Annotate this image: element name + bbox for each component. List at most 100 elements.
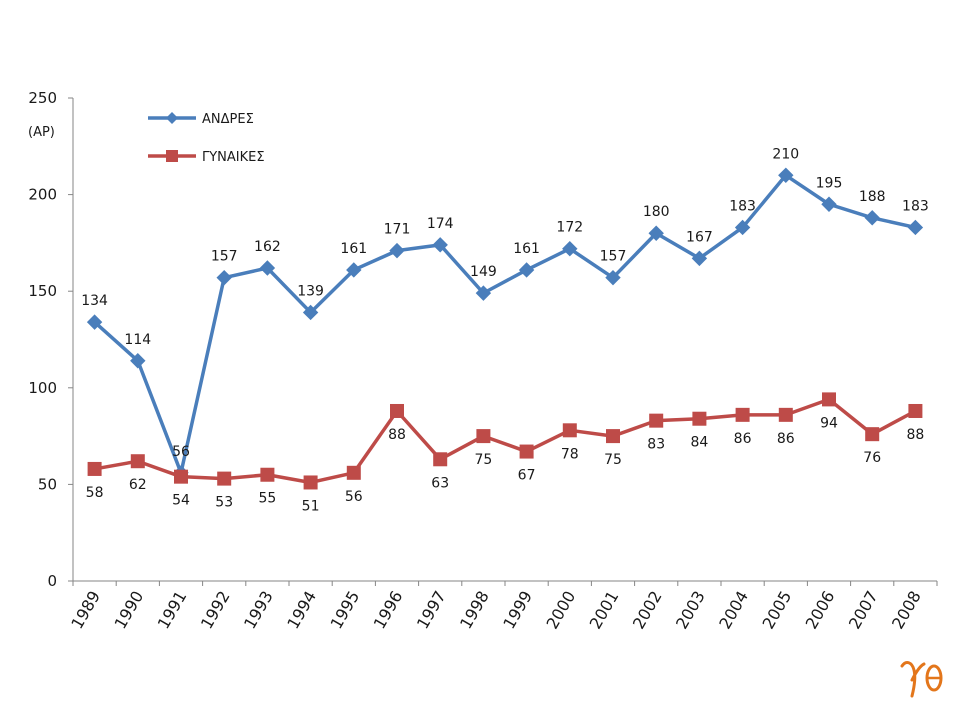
data-label: 84 xyxy=(690,435,708,451)
y-tick-group: 0 50 100 150 200 250 xyxy=(28,89,73,590)
data-point-marker xyxy=(822,392,836,407)
legend-marker xyxy=(166,112,178,124)
x-tick-label: 1999 xyxy=(499,588,536,633)
data-label: 53 xyxy=(215,495,233,511)
data-label: 86 xyxy=(777,431,795,447)
data-point-marker xyxy=(259,260,276,276)
y-tick-label: 150 xyxy=(28,282,57,300)
gamma-theta-logo-icon xyxy=(898,652,946,700)
data-point-marker xyxy=(433,452,448,467)
data-point-marker xyxy=(865,427,880,442)
data-point-marker xyxy=(303,475,318,490)
data-point-marker xyxy=(649,413,664,428)
data-point-marker xyxy=(518,262,535,278)
data-label: 76 xyxy=(863,450,881,466)
data-label-group: 134 114 56 157 162 139 161 171 174 149 161 172 157 18… xyxy=(81,146,929,514)
x-tick-label: 1989 xyxy=(67,588,104,633)
data-point-marker xyxy=(86,314,103,330)
x-tick-label: 2007 xyxy=(845,588,882,633)
data-point-marker xyxy=(87,461,102,476)
data-label: 75 xyxy=(604,452,622,468)
y-tick-label: 50 xyxy=(38,475,57,493)
data-label: 56 xyxy=(345,489,363,505)
data-label: 171 xyxy=(384,222,411,238)
data-label: 62 xyxy=(129,477,147,493)
data-point-marker xyxy=(735,407,750,422)
data-label: 139 xyxy=(297,283,324,299)
plot-area: 0 50 100 150 200 250 1989 1990 1991 1992 1993 1994… xyxy=(28,89,938,633)
data-point-marker xyxy=(692,411,707,426)
data-point-marker xyxy=(606,429,620,444)
legend-marker xyxy=(166,150,178,162)
data-label: 162 xyxy=(254,239,281,255)
data-label: 54 xyxy=(172,493,190,509)
data-point-marker xyxy=(302,304,319,321)
data-label: 88 xyxy=(388,427,406,443)
data-label: 58 xyxy=(86,485,104,501)
data-point-marker xyxy=(216,269,232,286)
data-label: 161 xyxy=(513,241,540,257)
data-label: 157 xyxy=(600,249,627,265)
data-point-marker xyxy=(691,250,708,267)
data-point-marker xyxy=(217,471,232,486)
y-tick-label: 250 xyxy=(28,89,57,107)
data-point-marker xyxy=(864,210,880,226)
data-label: 172 xyxy=(556,220,583,236)
data-point-marker xyxy=(174,469,188,484)
data-point-marker xyxy=(130,454,145,469)
data-label: 56 xyxy=(172,444,190,460)
x-tick-label: 2008 xyxy=(888,588,925,633)
x-tick-label: 1998 xyxy=(456,588,493,633)
x-tick-label: 2001 xyxy=(586,588,623,633)
x-tick-label: 1995 xyxy=(326,588,363,633)
data-label: 86 xyxy=(734,431,752,447)
x-tick-label: 2000 xyxy=(542,588,579,633)
y-tick-label: 200 xyxy=(28,186,57,204)
data-label: 210 xyxy=(772,146,799,162)
data-label: 174 xyxy=(427,216,454,232)
data-label: 188 xyxy=(859,189,886,205)
data-point-marker xyxy=(519,444,534,459)
data-point-marker xyxy=(390,403,404,418)
legend: ΑΝΔΡΕΣ ΓΥΝΑΙΚΕΣ xyxy=(148,112,265,165)
data-point-marker xyxy=(432,237,448,253)
data-label: 55 xyxy=(258,491,276,507)
data-point-marker xyxy=(778,167,794,183)
data-label: 180 xyxy=(643,204,670,220)
data-label: 88 xyxy=(906,427,924,443)
x-tick-label: 1990 xyxy=(110,588,147,633)
x-tick-label: 2002 xyxy=(629,588,666,633)
x-tick-label: 2006 xyxy=(802,588,839,633)
x-tick-label: 1992 xyxy=(197,588,234,633)
data-label: 149 xyxy=(470,264,497,280)
data-label: 51 xyxy=(302,498,320,514)
data-label: 78 xyxy=(561,446,579,462)
x-tick-label: 1997 xyxy=(413,588,450,633)
series-line xyxy=(93,173,916,475)
data-label: 83 xyxy=(647,437,665,453)
y-axis-unit: (ΑΡ) xyxy=(28,125,55,140)
y-tick-label: 0 xyxy=(47,572,57,590)
data-label: 67 xyxy=(518,468,536,484)
data-point-marker xyxy=(476,429,491,444)
data-point-marker xyxy=(562,240,578,257)
data-label: 195 xyxy=(816,175,843,191)
data-label: 63 xyxy=(431,475,449,491)
data-label: 157 xyxy=(211,249,238,265)
x-tick-label: 1993 xyxy=(240,588,277,633)
data-label: 167 xyxy=(686,229,713,245)
x-tick-label: 2004 xyxy=(715,588,752,633)
data-label: 183 xyxy=(729,198,756,214)
data-label: 134 xyxy=(81,293,108,309)
data-point-marker xyxy=(475,285,492,301)
data-point-marker xyxy=(734,219,751,236)
data-point-marker xyxy=(908,403,923,418)
data-point-marker xyxy=(389,242,405,259)
x-tick-label: 2005 xyxy=(758,588,795,633)
data-label: 75 xyxy=(474,452,492,468)
x-tick-label: 1994 xyxy=(283,588,320,633)
x-tick-group: 1989 1990 1991 1992 1993 1994 1995 1996 1997 1998… xyxy=(67,581,938,633)
data-label: 183 xyxy=(902,198,929,214)
data-point-marker xyxy=(778,407,793,422)
